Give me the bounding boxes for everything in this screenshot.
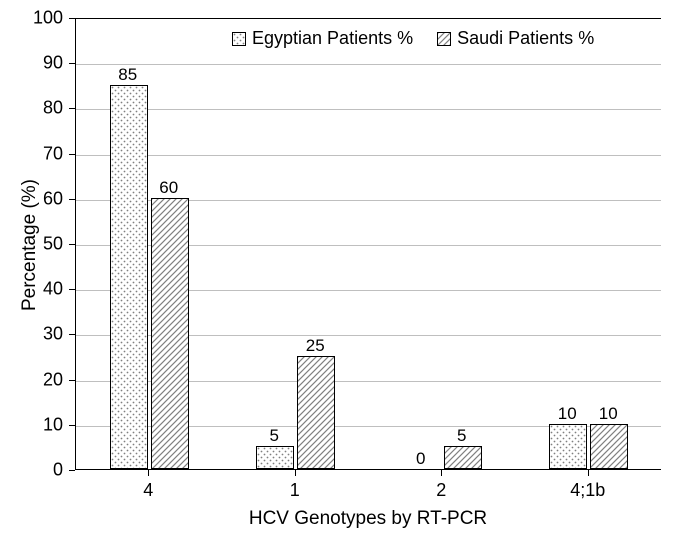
gridline — [76, 109, 661, 110]
bar-saudi-patients-% — [444, 446, 482, 469]
bar-value-label: 60 — [159, 178, 178, 198]
gridline — [76, 155, 661, 156]
y-tick-mark — [69, 63, 75, 64]
y-tick-label: 40 — [0, 279, 63, 300]
bar-value-label: 5 — [270, 426, 279, 446]
bar-value-label: 5 — [457, 426, 466, 446]
bar-saudi-patients-% — [297, 356, 335, 469]
bar-egyptian-patients-% — [549, 424, 587, 469]
y-tick-label: 90 — [0, 53, 63, 74]
x-tick-label: 4 — [143, 480, 153, 501]
bar-value-label: 85 — [118, 65, 137, 85]
legend-swatch — [437, 32, 451, 46]
y-tick-mark — [69, 154, 75, 155]
x-tick-label: 1 — [290, 480, 300, 501]
bar-egyptian-patients-% — [256, 446, 294, 469]
x-axis-title: HCV Genotypes by RT-PCR — [75, 508, 661, 530]
y-tick-mark — [69, 244, 75, 245]
y-tick-label: 100 — [0, 8, 63, 29]
y-tick-mark — [69, 199, 75, 200]
hcv-genotype-bar-chart: Percentage (%) HCV Genotypes by RT-PCR E… — [0, 0, 684, 545]
y-tick-label: 30 — [0, 324, 63, 345]
y-tick-mark — [69, 334, 75, 335]
x-tick-label: 2 — [436, 480, 446, 501]
legend-swatch — [232, 32, 246, 46]
y-tick-label: 60 — [0, 188, 63, 209]
bar-value-label: 25 — [306, 336, 325, 356]
legend-item: Saudi Patients % — [437, 28, 594, 49]
bar-saudi-patients-% — [590, 424, 628, 469]
y-tick-label: 10 — [0, 414, 63, 435]
x-tick-mark — [295, 470, 296, 476]
y-tick-label: 20 — [0, 369, 63, 390]
y-tick-mark — [69, 425, 75, 426]
x-tick-mark — [148, 470, 149, 476]
bar-egyptian-patients-% — [110, 85, 148, 469]
y-tick-label: 80 — [0, 98, 63, 119]
y-tick-mark — [69, 470, 75, 471]
gridline — [76, 64, 661, 65]
y-tick-mark — [69, 108, 75, 109]
legend-label: Egyptian Patients % — [252, 28, 413, 49]
bar-saudi-patients-% — [151, 198, 189, 469]
y-tick-mark — [69, 18, 75, 19]
bar-value-label: 0 — [416, 449, 425, 469]
plot-area — [75, 18, 661, 470]
y-tick-mark — [69, 380, 75, 381]
y-tick-label: 0 — [0, 460, 63, 481]
y-tick-mark — [69, 289, 75, 290]
legend: Egyptian Patients % Saudi Patients % — [232, 28, 594, 49]
y-tick-label: 70 — [0, 143, 63, 164]
legend-item: Egyptian Patients % — [232, 28, 413, 49]
x-tick-mark — [588, 470, 589, 476]
y-tick-label: 50 — [0, 234, 63, 255]
x-tick-label: 4;1b — [570, 480, 605, 501]
bar-value-label: 10 — [599, 404, 618, 424]
bar-value-label: 10 — [558, 404, 577, 424]
legend-label: Saudi Patients % — [457, 28, 594, 49]
x-tick-mark — [441, 470, 442, 476]
